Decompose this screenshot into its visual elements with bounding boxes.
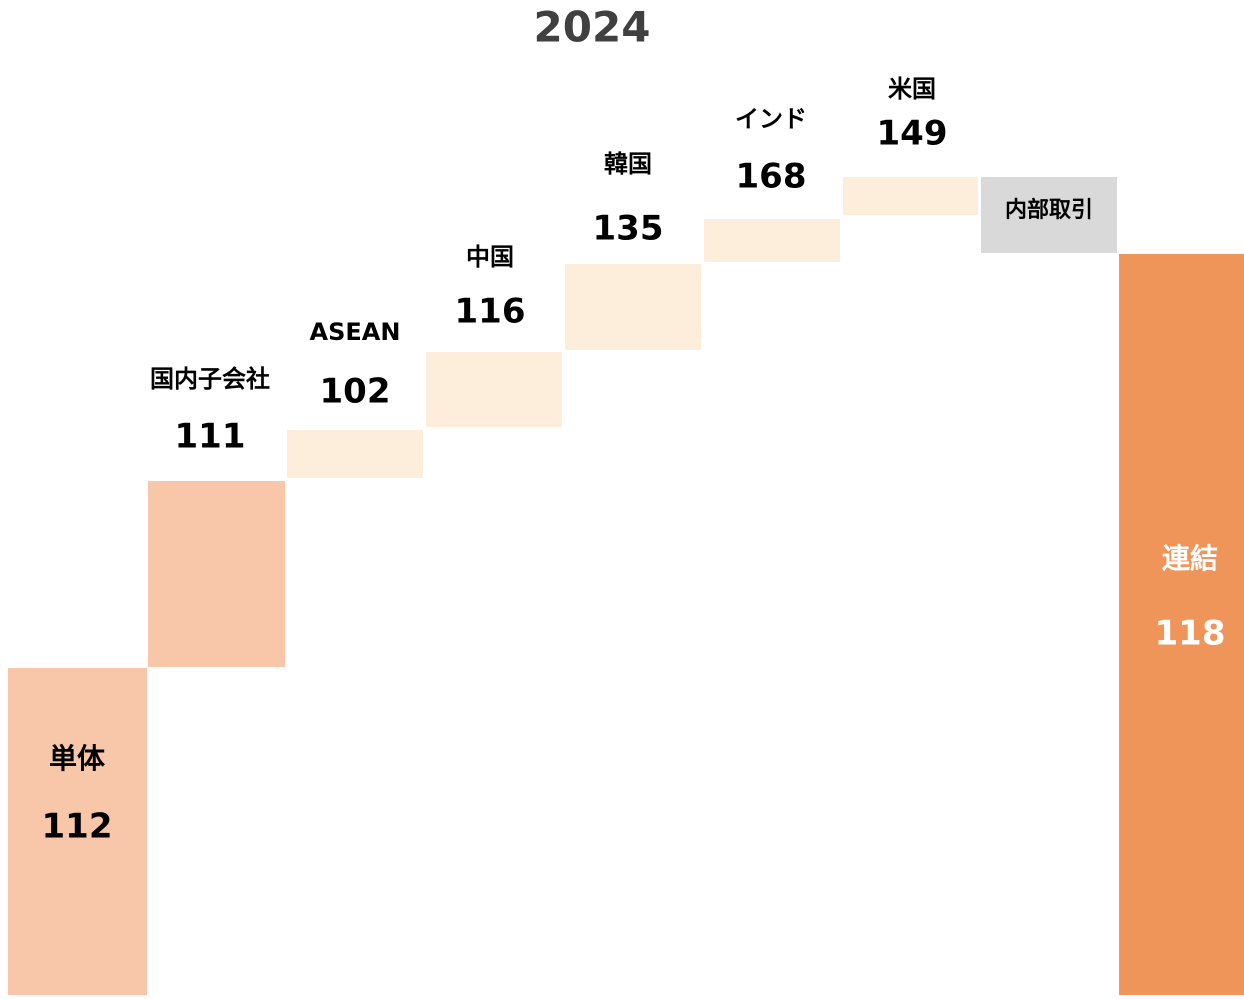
step-box bbox=[287, 430, 423, 478]
step-label: インド bbox=[735, 105, 807, 133]
step-value: 168 bbox=[736, 157, 807, 197]
step-value: 116 bbox=[455, 292, 526, 332]
step-box bbox=[8, 668, 147, 995]
title: 2024 bbox=[534, 3, 651, 52]
step-label: 韓国 bbox=[604, 150, 652, 178]
step-box bbox=[426, 352, 562, 427]
step-box bbox=[148, 481, 285, 667]
step-value: 102 bbox=[320, 372, 391, 412]
step-label: 国内子会社 bbox=[150, 365, 270, 393]
step-box bbox=[981, 177, 1117, 253]
step-value: 112 bbox=[42, 807, 113, 847]
step-label: ASEAN bbox=[310, 318, 401, 346]
step-label: 内部取引 bbox=[1005, 197, 1093, 223]
step-value: 135 bbox=[593, 209, 664, 249]
step-value: 149 bbox=[877, 114, 948, 154]
step-box bbox=[1119, 254, 1244, 995]
step-box bbox=[843, 177, 978, 215]
step-box bbox=[565, 264, 701, 350]
step-label: 連結 bbox=[1162, 542, 1218, 575]
step-value: 118 bbox=[1155, 614, 1226, 654]
step-label: 米国 bbox=[888, 75, 936, 103]
step-label: 単体 bbox=[49, 742, 106, 775]
step-label: 中国 bbox=[466, 243, 514, 271]
step-box bbox=[704, 219, 840, 262]
step-value: 111 bbox=[175, 417, 246, 457]
